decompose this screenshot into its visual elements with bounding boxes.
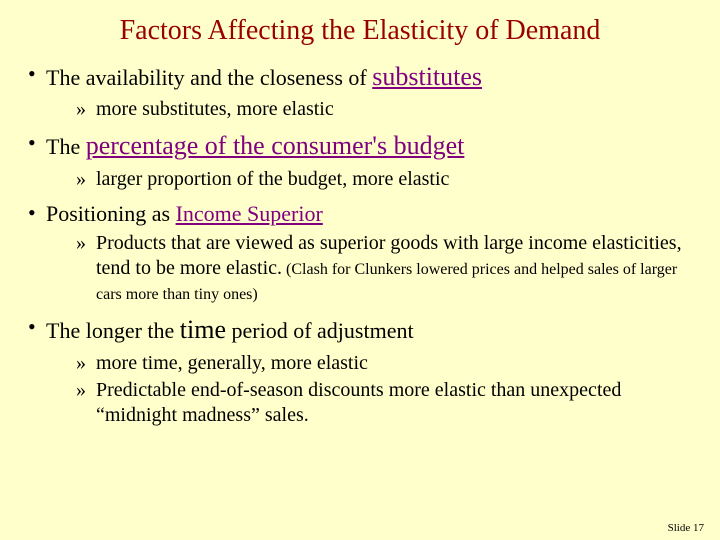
bullet-1: The availability and the closeness of su… xyxy=(28,61,692,123)
bullet-1-sub-1: more substitutes, more elastic xyxy=(76,97,692,122)
slide-title: Factors Affecting the Elasticity of Dema… xyxy=(28,16,692,47)
bullet-3-emphasis: Income Superior xyxy=(176,201,323,226)
bullet-list: The availability and the closeness of su… xyxy=(28,61,692,428)
bullet-4-sub-1: more time, generally, more elastic xyxy=(76,351,692,376)
bullet-2-pre: The xyxy=(46,134,86,159)
bullet-2-sub-1: larger proportion of the budget, more el… xyxy=(76,167,692,192)
slide-container: Factors Affecting the Elasticity of Dema… xyxy=(0,0,720,540)
bullet-2-line: The percentage of the consumer's budget xyxy=(46,134,464,159)
bullet-3-sub-1: Products that are viewed as superior goo… xyxy=(76,231,692,306)
bullet-4-emphasis: time xyxy=(180,315,226,344)
slide-number: Slide 17 xyxy=(668,522,704,534)
bullet-4-pre: The longer the xyxy=(46,318,180,343)
bullet-4-post: period of adjustment xyxy=(226,318,414,343)
bullet-3: Positioning as Income Superior Products … xyxy=(28,200,692,307)
bullet-2-sublist: larger proportion of the budget, more el… xyxy=(46,167,692,192)
bullet-2: The percentage of the consumer's budget … xyxy=(28,130,692,192)
bullet-4: The longer the time period of adjustment… xyxy=(28,314,692,428)
bullet-1-pre: The availability and the closeness of xyxy=(46,65,372,90)
bullet-1-line: The availability and the closeness of su… xyxy=(46,65,482,90)
bullet-3-pre: Positioning as xyxy=(46,201,176,226)
bullet-1-emphasis: substitutes xyxy=(372,62,482,91)
bullet-3-line: Positioning as Income Superior xyxy=(46,201,323,226)
bullet-1-sublist: more substitutes, more elastic xyxy=(46,97,692,122)
bullet-4-line: The longer the time period of adjustment xyxy=(46,318,414,343)
bullet-4-sub-2: Predictable end-of-season discounts more… xyxy=(76,378,692,428)
bullet-3-sublist: Products that are viewed as superior goo… xyxy=(46,231,692,306)
bullet-4-sublist: more time, generally, more elastic Predi… xyxy=(46,351,692,428)
bullet-2-emphasis: percentage of the consumer's budget xyxy=(86,131,465,160)
